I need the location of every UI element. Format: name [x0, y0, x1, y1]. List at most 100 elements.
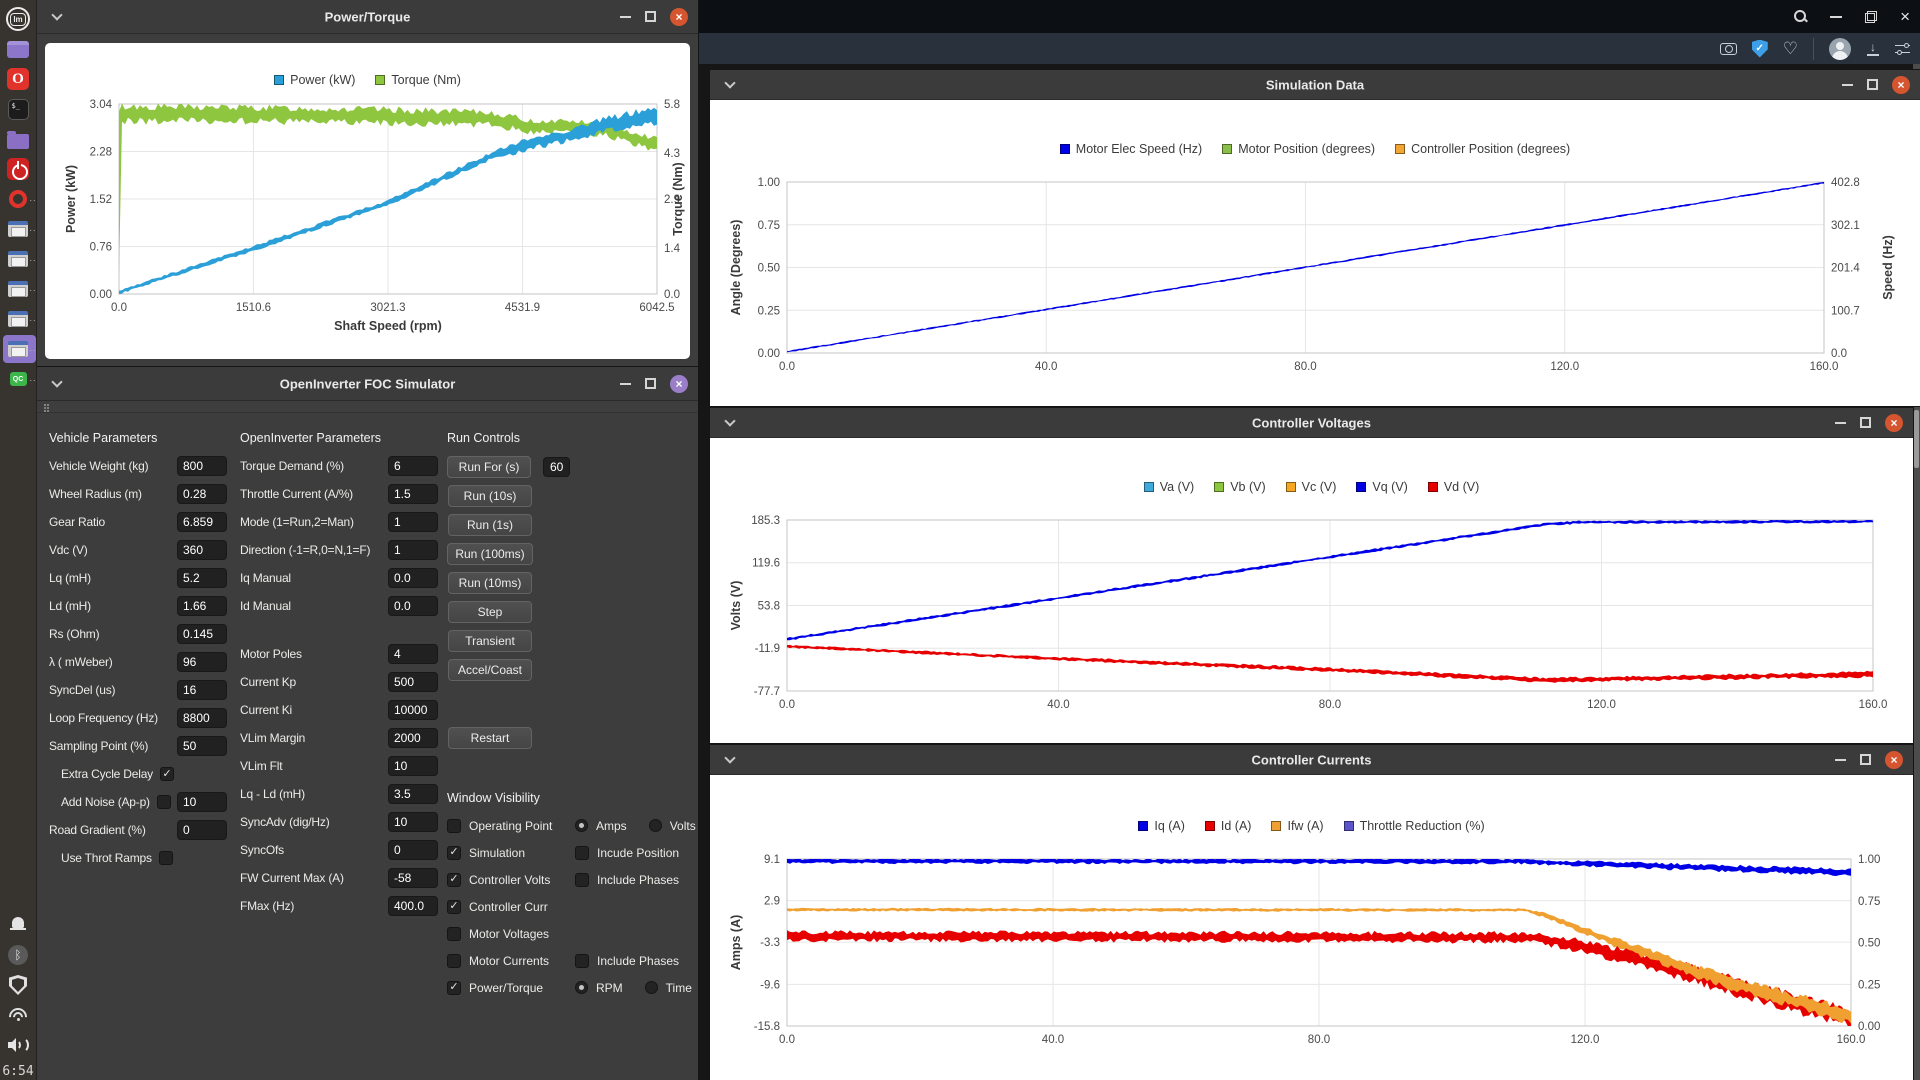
checkbox[interactable]	[447, 926, 461, 941]
checkbox[interactable]	[447, 818, 461, 833]
param-input[interactable]: 500	[388, 672, 438, 692]
dock-item-window-task-2[interactable]: ..	[0, 244, 37, 274]
run-button[interactable]: Step	[448, 600, 532, 623]
run-button[interactable]: Transient	[448, 629, 532, 652]
minimize-button[interactable]	[1842, 83, 1853, 86]
browser-close-button[interactable]: ×	[1900, 7, 1910, 26]
radio[interactable]	[648, 819, 662, 832]
close-button[interactable]: ×	[1885, 750, 1903, 769]
param-input[interactable]: 10	[388, 812, 438, 832]
avatar[interactable]	[1829, 37, 1851, 60]
param-input[interactable]: 1.66	[177, 596, 227, 616]
checkbox[interactable]: ✓	[159, 767, 174, 781]
checkbox[interactable]	[447, 953, 461, 968]
browser-scrollbar[interactable]	[1913, 64, 1920, 1080]
run-button[interactable]: Run (100ms)	[447, 542, 533, 565]
close-button[interactable]: ×	[1892, 75, 1910, 94]
param-input[interactable]: 96	[177, 652, 227, 672]
dock-item-wifi[interactable]	[0, 1000, 37, 1030]
checkbox[interactable]	[156, 795, 171, 809]
param-input[interactable]: 400.0	[388, 896, 438, 916]
dock-item-window-task-1[interactable]: ..	[0, 214, 37, 244]
dock-item-opera-browser[interactable]: O	[0, 64, 37, 94]
run-button[interactable]: Run (10s)	[448, 484, 532, 507]
browser-minimize-button[interactable]	[1830, 15, 1843, 18]
checkbox[interactable]	[158, 851, 173, 865]
download-icon[interactable]: ↓	[1866, 41, 1880, 56]
currents-titlebar[interactable]: Controller Currents ×	[710, 745, 1913, 775]
maximize-button[interactable]	[645, 11, 656, 22]
param-input[interactable]: 10000	[388, 700, 438, 720]
param-input[interactable]: 360	[177, 540, 227, 560]
param-input[interactable]: 0.28	[177, 484, 227, 504]
maximize-button[interactable]	[1860, 754, 1871, 765]
search-icon[interactable]	[1794, 10, 1807, 23]
maximize-button[interactable]	[1867, 79, 1878, 90]
dock-item-mint-menu[interactable]: lm	[0, 4, 37, 34]
dock-item-security-shield[interactable]	[0, 970, 37, 1000]
checkbox[interactable]	[575, 953, 589, 968]
checkbox[interactable]	[575, 872, 589, 887]
run-button[interactable]: Accel/Coast	[448, 658, 532, 681]
heart-icon[interactable]: ♡	[1782, 39, 1798, 58]
dock-item-opera-task[interactable]: ..	[0, 184, 37, 214]
dock-item-bluetooth[interactable]: ᛒ	[0, 940, 37, 970]
clock[interactable]: 6:54	[2, 1064, 34, 1079]
dock-item-file-manager[interactable]	[0, 124, 37, 154]
minimize-button[interactable]	[620, 15, 631, 18]
param-input[interactable]: 6	[388, 456, 438, 476]
minimize-button[interactable]	[1835, 421, 1846, 424]
dock-item-power[interactable]	[0, 154, 37, 184]
voltages-titlebar[interactable]: Controller Voltages ×	[710, 408, 1913, 438]
restart-button[interactable]: Restart	[448, 727, 532, 749]
param-input[interactable]: 0.0	[388, 568, 438, 588]
param-input[interactable]: 0.145	[177, 624, 227, 644]
param-input[interactable]: 1	[388, 512, 438, 532]
param-input[interactable]: 0	[388, 840, 438, 860]
param-input[interactable]: -58	[388, 868, 438, 888]
dock-item-qc-app[interactable]: QC..	[0, 364, 37, 394]
run-button[interactable]: Run (1s)	[448, 513, 532, 536]
param-input[interactable]: 5.2	[177, 568, 227, 588]
browser-restore-button[interactable]	[1865, 10, 1878, 23]
run-button[interactable]: Run For (s)	[447, 455, 531, 478]
run-button[interactable]: Run (10ms)	[448, 571, 532, 594]
scrollbar-thumb[interactable]	[1914, 410, 1919, 468]
checkbox[interactable]: ✓	[447, 845, 461, 860]
checkbox[interactable]: ✓	[447, 980, 461, 995]
param-input[interactable]: 0	[177, 820, 227, 840]
param-input[interactable]: 800	[177, 456, 227, 476]
param-input[interactable]: 8800	[177, 708, 227, 728]
dock-item-notifications[interactable]	[0, 910, 37, 940]
param-input[interactable]: 50	[177, 736, 227, 756]
toolbar-grip[interactable]	[37, 402, 698, 413]
foc-titlebar[interactable]: OpenInverter FOC Simulator ×	[37, 367, 698, 401]
param-input[interactable]: 1.5	[388, 484, 438, 504]
radio[interactable]	[575, 981, 588, 994]
checkbox[interactable]: ✓	[447, 872, 461, 887]
close-button[interactable]: ×	[670, 7, 688, 26]
close-button[interactable]: ×	[1885, 413, 1903, 432]
camera-icon[interactable]	[1719, 42, 1737, 55]
radio[interactable]	[575, 819, 588, 832]
dock-item-app-window[interactable]	[0, 34, 37, 64]
simulation-titlebar[interactable]: Simulation Data ×	[710, 70, 1920, 100]
param-input[interactable]: 0.0	[388, 596, 438, 616]
dock-item-terminal[interactable]: $_	[0, 94, 37, 124]
tune-icon[interactable]	[1895, 42, 1910, 55]
param-input[interactable]: 6.859	[177, 512, 227, 532]
param-input[interactable]: 2000	[388, 728, 438, 748]
dock-item-window-task-4[interactable]: ..	[0, 304, 37, 334]
dock-item-volume[interactable]	[0, 1030, 37, 1060]
param-input[interactable]: 1	[388, 540, 438, 560]
checkbox[interactable]	[575, 845, 589, 860]
minimize-button[interactable]	[620, 382, 631, 385]
maximize-button[interactable]	[645, 378, 656, 389]
param-input[interactable]: 10	[177, 792, 227, 812]
maximize-button[interactable]	[1860, 417, 1871, 428]
shield-check-icon[interactable]: ✓	[1751, 39, 1768, 58]
minimize-button[interactable]	[1835, 758, 1846, 761]
param-input[interactable]: 16	[177, 680, 227, 700]
checkbox[interactable]: ✓	[447, 899, 461, 914]
run-for-input[interactable]: 60	[543, 456, 571, 477]
